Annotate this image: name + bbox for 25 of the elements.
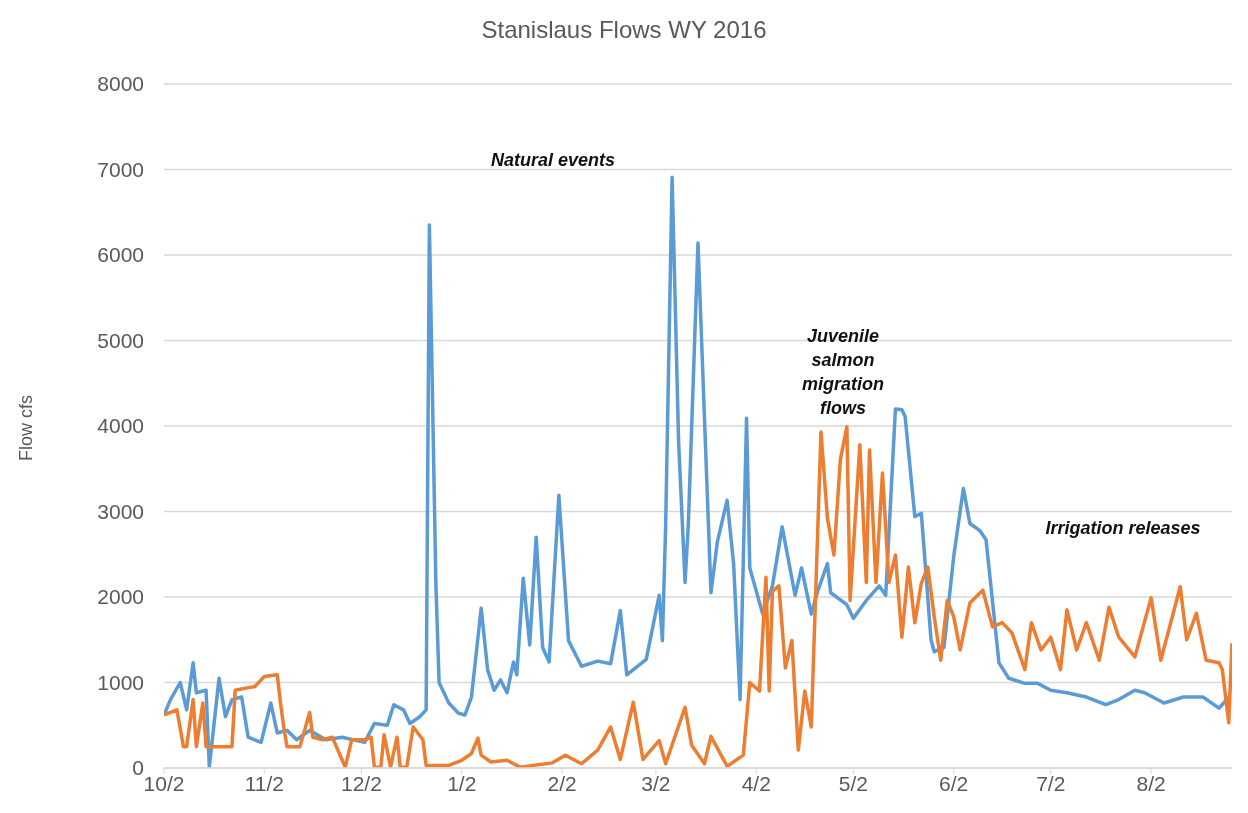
y-tick-label: 0 (132, 756, 144, 780)
y-tick-label: 4000 (97, 414, 144, 438)
chart-title: Stanislaus Flows WY 2016 (480, 16, 768, 44)
y-tick-label: 8000 (97, 72, 144, 96)
y-tick-label: 7000 (97, 157, 144, 181)
x-tick-label: 5/2 (838, 771, 868, 795)
annotation: Juvenile salmon migration flows (801, 325, 885, 420)
y-tick-label: 5000 (97, 328, 144, 352)
y-tick-label: 1000 (97, 670, 144, 694)
x-tick-label: 3/2 (641, 771, 671, 795)
x-tick-label: 11/2 (244, 771, 284, 795)
x-tick-label: 1/2 (447, 771, 477, 795)
annotation: Natural events (490, 149, 616, 172)
y-tick-label: 3000 (97, 499, 144, 523)
x-tick-label: 4/2 (741, 771, 771, 795)
x-tick-label: 8/2 (1136, 771, 1166, 795)
x-tick-label: 12/2 (340, 771, 382, 795)
x-tick-label: 6/2 (939, 771, 969, 795)
y-axis-title: Flow cfs (15, 394, 37, 462)
x-tick-label: 2/2 (547, 771, 577, 795)
annotation: Irrigation releases (1045, 517, 1201, 540)
x-tick-label: 7/2 (1036, 771, 1066, 795)
y-tick-label: 6000 (97, 243, 144, 267)
x-tick-label: 10/2 (143, 771, 185, 795)
y-tick-label: 2000 (97, 585, 144, 609)
